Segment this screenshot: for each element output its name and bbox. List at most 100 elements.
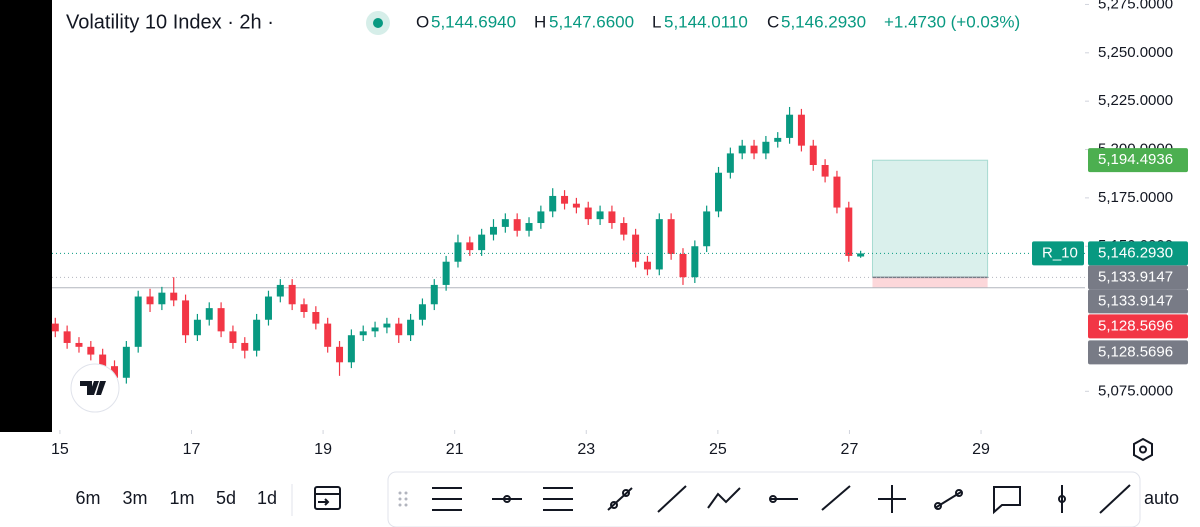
price-badge (1088, 241, 1188, 266)
h-value: 5,147.6600 (549, 12, 634, 31)
o-value: 5,144.6940 (431, 12, 516, 31)
candle-body (513, 219, 521, 231)
candle-body (703, 211, 711, 247)
l-value: 5,144.0110 (664, 12, 748, 31)
y-tick-label: 5,225.0000 (1098, 92, 1173, 109)
candle-body (217, 308, 225, 332)
candle-body (63, 331, 71, 343)
symbol-badge (1032, 241, 1084, 266)
candle-body (857, 253, 865, 257)
c-value: 5,146.2930 (781, 12, 866, 31)
candle-body (407, 319, 415, 336)
y-tick-label: 5,075.0000 (1098, 382, 1173, 399)
candle-body (253, 319, 261, 351)
candle-body (726, 153, 734, 173)
candle-body (359, 331, 367, 336)
range-button[interactable]: 3m (122, 488, 147, 508)
candle-body (99, 354, 107, 367)
calendar-icon[interactable] (314, 486, 341, 510)
candle-body (87, 346, 95, 355)
price-badge (1088, 289, 1188, 314)
symbol-badge-label: R_10 (1042, 244, 1078, 261)
candle-body (596, 211, 604, 220)
price-badge (1088, 265, 1188, 290)
candle-body (584, 207, 592, 220)
candle-body (241, 342, 249, 351)
candle-body (134, 296, 142, 347)
price-badge (1088, 148, 1188, 173)
tv-logo (70, 363, 120, 413)
candle-body (170, 292, 178, 301)
toolbar: auto 6m 3m 1m 5d 1d (75, 471, 1179, 527)
candle-body (809, 145, 817, 165)
candle-body (347, 335, 355, 363)
candle-body (632, 234, 640, 262)
price-badge-label: 5,133.9147 (1098, 292, 1173, 309)
candle-body (182, 300, 190, 336)
candle-body (821, 164, 829, 177)
x-tick-label: 15 (51, 441, 69, 458)
ohlc-legend: O 5,144.6940 H 5,147.6600 L 5,144.0110 C… (416, 12, 1020, 31)
candle-body (691, 246, 699, 278)
drawing-tools[interactable] (432, 484, 1131, 515)
candle-body (75, 342, 83, 347)
target-zone (871, 159, 989, 278)
candle-body (300, 304, 308, 313)
candle-body (146, 296, 154, 305)
candle-body (288, 284, 296, 305)
auto-toggle[interactable]: auto (1144, 488, 1179, 508)
candle-body (738, 145, 746, 154)
l-key: L (652, 12, 661, 31)
candle-body (715, 172, 723, 212)
chart-title: Volatility 10 Index · 2h · (66, 11, 274, 33)
candle-body (561, 195, 569, 204)
candle-body (797, 114, 805, 146)
c-key: C (767, 12, 779, 31)
candle-body (395, 323, 403, 336)
candle-body (264, 296, 272, 320)
x-tick-label: 27 (841, 441, 859, 458)
candle-body (205, 308, 213, 320)
candle-body (620, 223, 628, 235)
candle-body (158, 292, 166, 305)
price-badge (1088, 314, 1188, 339)
o-key: O (416, 12, 429, 31)
drawing-toolbar (387, 471, 1141, 527)
candle-body (643, 261, 651, 270)
candle-body (667, 219, 675, 254)
price-badge-label: 5,146.2930 (1098, 244, 1173, 261)
candle-body (229, 331, 237, 343)
candle-body (845, 207, 853, 256)
x-tick-label: 19 (314, 441, 332, 458)
price-badge (1088, 340, 1188, 365)
change: +1.4730 (+0.03%) (884, 12, 1020, 31)
candle-body (655, 219, 663, 270)
candle-body (442, 261, 450, 285)
range-button[interactable]: 5d (216, 488, 236, 508)
drag-handle[interactable] (398, 491, 408, 507)
price-badge-label: 5,133.9147 (1098, 268, 1173, 285)
x-tick-label: 23 (577, 441, 595, 458)
candle-body (51, 323, 59, 332)
range-button[interactable]: 1d (257, 488, 277, 508)
candle-body (418, 304, 426, 320)
stop-zone (872, 277, 988, 288)
x-tick-label: 21 (446, 441, 464, 458)
range-button[interactable]: 6m (75, 488, 100, 508)
candle-body (833, 176, 841, 208)
h-key: H (534, 12, 546, 31)
candle-body (122, 346, 130, 378)
candle-body (501, 219, 509, 227)
candle-body (193, 319, 201, 336)
candle-body (774, 137, 782, 142)
range-button[interactable]: 1m (169, 488, 194, 508)
candle-body (525, 223, 533, 231)
y-tick-label: 5,175.0000 (1098, 189, 1173, 206)
candle-body (537, 211, 545, 224)
candle-body (430, 284, 438, 305)
candle-body (336, 346, 344, 363)
settings-icon[interactable] (1133, 437, 1153, 462)
screen-edge (0, 0, 52, 432)
candle-body (466, 242, 474, 251)
